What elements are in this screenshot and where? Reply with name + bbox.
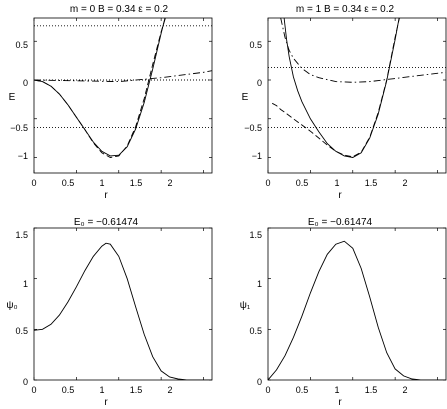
x-tick-label: 0 bbox=[31, 178, 36, 188]
series-group bbox=[34, 18, 212, 158]
x-tick-label: 0.5 bbox=[62, 178, 75, 188]
dashed-series-line bbox=[34, 18, 166, 158]
series-group bbox=[268, 18, 446, 158]
y-axis-label: E bbox=[242, 92, 249, 103]
solid-series-line bbox=[34, 242, 212, 380]
x-tick-label: 1 bbox=[99, 178, 104, 188]
x-tick-label: 0.5 bbox=[62, 385, 75, 395]
x-tick-label: 0.5 bbox=[296, 385, 309, 395]
x-tick-label: 1.5 bbox=[130, 385, 143, 395]
x-tick-label: 1 bbox=[334, 385, 339, 395]
x-axis-label: r bbox=[338, 397, 342, 408]
panel-title: E₀ = −0.61474 bbox=[308, 217, 373, 228]
panel-title: m = 0 B = 0.34 ε = 0.2 bbox=[70, 4, 169, 15]
plot-frame bbox=[33, 227, 213, 381]
y-tick-label: 0.5 bbox=[15, 40, 28, 50]
x-tick-label: 2 bbox=[167, 385, 172, 395]
y-tick-label: −1 bbox=[18, 151, 28, 161]
x-tick-label: 1 bbox=[334, 178, 339, 188]
plot-area bbox=[33, 17, 213, 174]
y-tick-label: 1 bbox=[257, 279, 262, 289]
x-tick-group: 0 0.5 1 1.5 2 bbox=[265, 385, 407, 395]
dashdot-series-line bbox=[280, 18, 446, 83]
x-tick-label: 1.5 bbox=[130, 178, 143, 188]
x-tick-label: 2 bbox=[402, 385, 407, 395]
y-tick-label: 0 bbox=[257, 377, 262, 387]
y-tick-group: 0 0.5 1 1.5 bbox=[249, 230, 262, 387]
y-tick-label: 1.5 bbox=[249, 230, 262, 240]
y-tick-label: 0 bbox=[257, 78, 262, 88]
plot-area bbox=[267, 227, 447, 381]
solid-series-line bbox=[283, 18, 400, 158]
x-tick-label: 0 bbox=[31, 385, 36, 395]
plot-area bbox=[33, 227, 213, 381]
x-tick-label: 2 bbox=[167, 178, 172, 188]
series-group bbox=[268, 240, 446, 380]
panel-psi1: E₀ = −0.61474 0 0.5 1 1.5 2 0 0.5 1 1.5 … bbox=[240, 217, 408, 408]
y-tick-label: 1.5 bbox=[15, 230, 28, 240]
y-tick-label: 1 bbox=[23, 279, 28, 289]
y-tick-group: 0 0.5 1 1.5 bbox=[15, 230, 28, 387]
y-tick-label: 0 bbox=[23, 78, 28, 88]
y-axis-label: ψ₀ bbox=[6, 300, 17, 311]
y-tick-label: 0 bbox=[23, 377, 28, 387]
x-axis-label: r bbox=[104, 397, 108, 408]
y-tick-label: 0.5 bbox=[15, 326, 28, 336]
x-tick-group: 0 0.5 1 1.5 2 bbox=[265, 178, 407, 188]
x-tick-group: 0 0.5 1 1.5 2 bbox=[31, 385, 172, 395]
panel-m0-energy: m = 0 B = 0.34 ε = 0.2 0 0.5 1 1.5 2 −1 … bbox=[9, 4, 173, 201]
dashdot-series-line bbox=[34, 70, 212, 83]
panel-title: E₀ = −0.61474 bbox=[74, 217, 139, 228]
solid-series-line bbox=[34, 18, 166, 157]
x-axis-label: r bbox=[104, 190, 108, 201]
plot-frame bbox=[33, 17, 213, 174]
plot-area bbox=[267, 17, 447, 174]
x-tick-label: 0.5 bbox=[296, 178, 309, 188]
solid-series-line bbox=[268, 240, 446, 380]
y-tick-label: −0.5 bbox=[10, 123, 28, 133]
panel-title: m = 1 B = 0.34 ε = 0.2 bbox=[296, 4, 395, 15]
x-tick-label: 0 bbox=[265, 385, 270, 395]
y-tick-label: −0.5 bbox=[244, 123, 262, 133]
y-tick-label: −1 bbox=[252, 151, 262, 161]
x-tick-label: 0 bbox=[265, 178, 270, 188]
series-group bbox=[34, 242, 212, 380]
x-tick-label: 1.5 bbox=[365, 385, 378, 395]
x-tick-label: 1.5 bbox=[365, 178, 378, 188]
plot-frame bbox=[267, 17, 447, 174]
y-tick-label: 0.5 bbox=[249, 40, 262, 50]
x-tick-label: 1 bbox=[99, 385, 104, 395]
x-tick-label: 2 bbox=[402, 178, 407, 188]
y-tick-label: 0.5 bbox=[249, 326, 262, 336]
y-axis-label: ψ₁ bbox=[240, 300, 251, 311]
panel-m1-energy: m = 1 B = 0.34 ε = 0.2 0 0.5 1 1.5 2 −1 … bbox=[242, 4, 408, 201]
panel-psi0: E₀ = −0.61474 0 0.5 1 1.5 2 0 0.5 1 1.5 … bbox=[6, 217, 172, 408]
y-tick-group: −1 −0.5 0 0.5 bbox=[244, 40, 262, 161]
x-tick-group: 0 0.5 1 1.5 2 bbox=[31, 178, 172, 188]
plot-frame bbox=[267, 227, 447, 381]
dashed-series-line bbox=[271, 18, 401, 158]
y-axis-label: E bbox=[9, 92, 16, 103]
y-tick-group: −1 −0.5 0 0.5 bbox=[10, 40, 28, 161]
x-axis-label: r bbox=[338, 190, 342, 201]
